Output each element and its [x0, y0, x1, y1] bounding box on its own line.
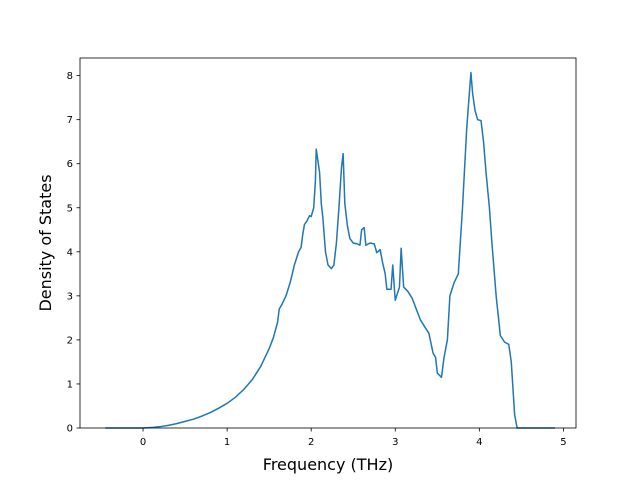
dos-line-series-0	[105, 71, 555, 429]
y-tick-label: 6	[67, 159, 73, 170]
x-tick-label: 5	[560, 437, 566, 448]
plot-frame	[79, 57, 577, 429]
tick-layer: 0 1 2 3 4 5 0 1 2 3 4 5 6 7 8	[67, 71, 567, 448]
y-tick-label: 0	[67, 424, 73, 435]
x-axis-label: Frequency (THz)	[263, 455, 393, 474]
x-tick-label: 0	[140, 437, 146, 448]
x-tick-label: 2	[308, 437, 314, 448]
y-tick-label: 7	[67, 115, 73, 126]
y-tick-label: 1	[67, 379, 73, 390]
x-tick-label: 3	[392, 437, 398, 448]
y-tick-label: 2	[67, 335, 73, 346]
y-tick-label: 3	[67, 291, 73, 302]
y-axis-label: Density of States	[36, 174, 55, 311]
plot-layer	[105, 71, 555, 429]
x-tick-label: 4	[476, 437, 482, 448]
x-tick-label: 1	[224, 437, 230, 448]
y-tick-label: 5	[67, 203, 73, 214]
y-tick-label: 8	[67, 71, 73, 82]
y-tick-label: 4	[67, 247, 73, 258]
